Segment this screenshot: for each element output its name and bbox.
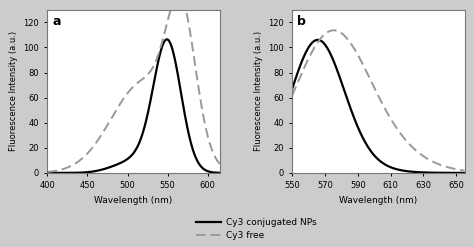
- X-axis label: Wavelength (nm): Wavelength (nm): [339, 196, 418, 205]
- X-axis label: Wavelength (nm): Wavelength (nm): [94, 196, 173, 205]
- Y-axis label: Fluorescence Intensity (a.u.): Fluorescence Intensity (a.u.): [254, 31, 263, 151]
- Y-axis label: Fluorescence Intensity (a.u.): Fluorescence Intensity (a.u.): [9, 31, 18, 151]
- Text: a: a: [53, 15, 61, 28]
- Text: b: b: [297, 15, 306, 28]
- Legend: Cy3 conjugated NPs, Cy3 free: Cy3 conjugated NPs, Cy3 free: [196, 218, 316, 240]
